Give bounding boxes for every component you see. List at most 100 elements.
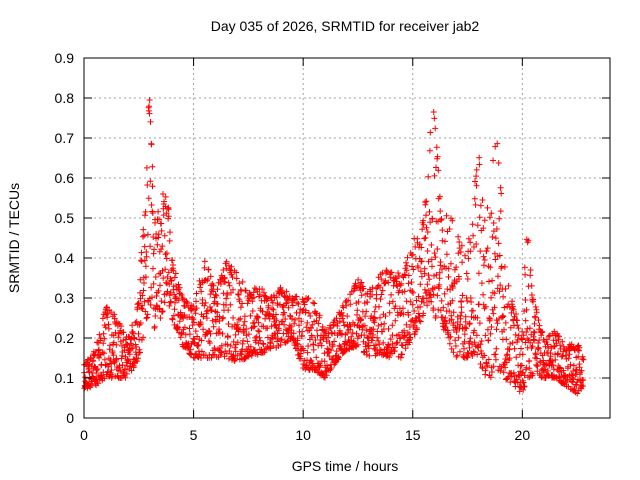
data-point [91, 363, 98, 370]
data-point [225, 279, 232, 286]
data-point [533, 309, 540, 316]
data-point [345, 297, 352, 304]
data-point [431, 172, 438, 179]
data-point [580, 383, 586, 389]
data-point [569, 372, 576, 379]
y-tick-label: 0.9 [55, 50, 75, 66]
data-point [229, 274, 236, 281]
data-point [501, 326, 507, 333]
data-point [471, 339, 478, 346]
data-point [432, 313, 439, 319]
data-point [152, 274, 159, 280]
chart-title: Day 035 of 2026, SRMTID for receiver jab… [211, 18, 480, 34]
data-point [144, 311, 151, 318]
data-point [139, 233, 146, 240]
data-point [226, 282, 233, 289]
data-point [254, 313, 261, 320]
data-point [290, 330, 297, 337]
data-point [481, 352, 488, 359]
data-point [336, 342, 343, 349]
data-point [464, 298, 471, 304]
data-point [425, 272, 432, 279]
data-point [570, 362, 577, 369]
data-point [143, 315, 150, 322]
data-point [119, 362, 126, 368]
data-point [100, 340, 107, 347]
data-point [302, 307, 309, 314]
data-point [455, 233, 462, 240]
data-point [461, 338, 468, 345]
data-point [500, 369, 507, 376]
data-point [95, 346, 102, 353]
data-point [210, 282, 217, 289]
data-point [171, 274, 178, 281]
data-point [99, 315, 106, 322]
data-point [518, 335, 525, 342]
data-point [482, 367, 489, 374]
data-point [144, 182, 151, 188]
data-point [155, 287, 162, 294]
data-point [296, 322, 302, 329]
data-point [450, 320, 457, 327]
data-point [108, 309, 115, 316]
data-point [464, 276, 471, 282]
data-point [328, 347, 335, 354]
data-point [148, 141, 155, 148]
data-point [143, 164, 150, 171]
data-point [553, 340, 560, 347]
data-point [171, 321, 178, 328]
data-point [371, 319, 378, 326]
data-point [461, 345, 467, 352]
data-point [297, 355, 304, 362]
data-point [578, 367, 585, 374]
data-point [135, 330, 142, 337]
data-point [392, 344, 398, 351]
data-point [449, 217, 456, 224]
data-point [116, 362, 123, 369]
data-point [147, 178, 154, 185]
data-point [426, 208, 433, 215]
data-point [181, 324, 188, 331]
data-point [428, 242, 435, 248]
data-point [237, 315, 244, 322]
data-point [491, 304, 498, 311]
data-point [201, 302, 208, 309]
data-point [496, 315, 502, 322]
data-point [241, 313, 248, 320]
y-tick-label: 0.6 [55, 170, 75, 186]
data-point [474, 222, 481, 229]
data-point [440, 304, 447, 311]
data-point [387, 336, 394, 343]
data-point [442, 238, 448, 245]
data-point [210, 323, 217, 330]
data-point [486, 278, 492, 285]
data-point [174, 324, 181, 331]
data-point [529, 343, 536, 350]
data-point [470, 348, 477, 355]
data-point [253, 333, 260, 340]
data-point [146, 97, 153, 103]
data-point [481, 257, 488, 263]
data-point [531, 320, 538, 327]
data-point [480, 225, 487, 232]
data-point [186, 331, 193, 338]
data-point [532, 303, 539, 310]
data-point [142, 212, 148, 219]
data-point [289, 315, 295, 322]
data-point [453, 329, 460, 335]
data-point [120, 337, 127, 344]
data-point [195, 341, 202, 348]
data-point [496, 252, 503, 259]
data-point [468, 299, 475, 305]
data-point [473, 332, 480, 339]
data-point [430, 109, 437, 115]
data-point [159, 308, 166, 315]
data-point [113, 355, 120, 362]
data-point [544, 367, 551, 374]
data-point [430, 305, 437, 312]
data-point [146, 103, 153, 110]
data-point [427, 129, 434, 136]
data-point [97, 335, 104, 342]
data-point [487, 316, 493, 322]
data-point [304, 349, 311, 356]
